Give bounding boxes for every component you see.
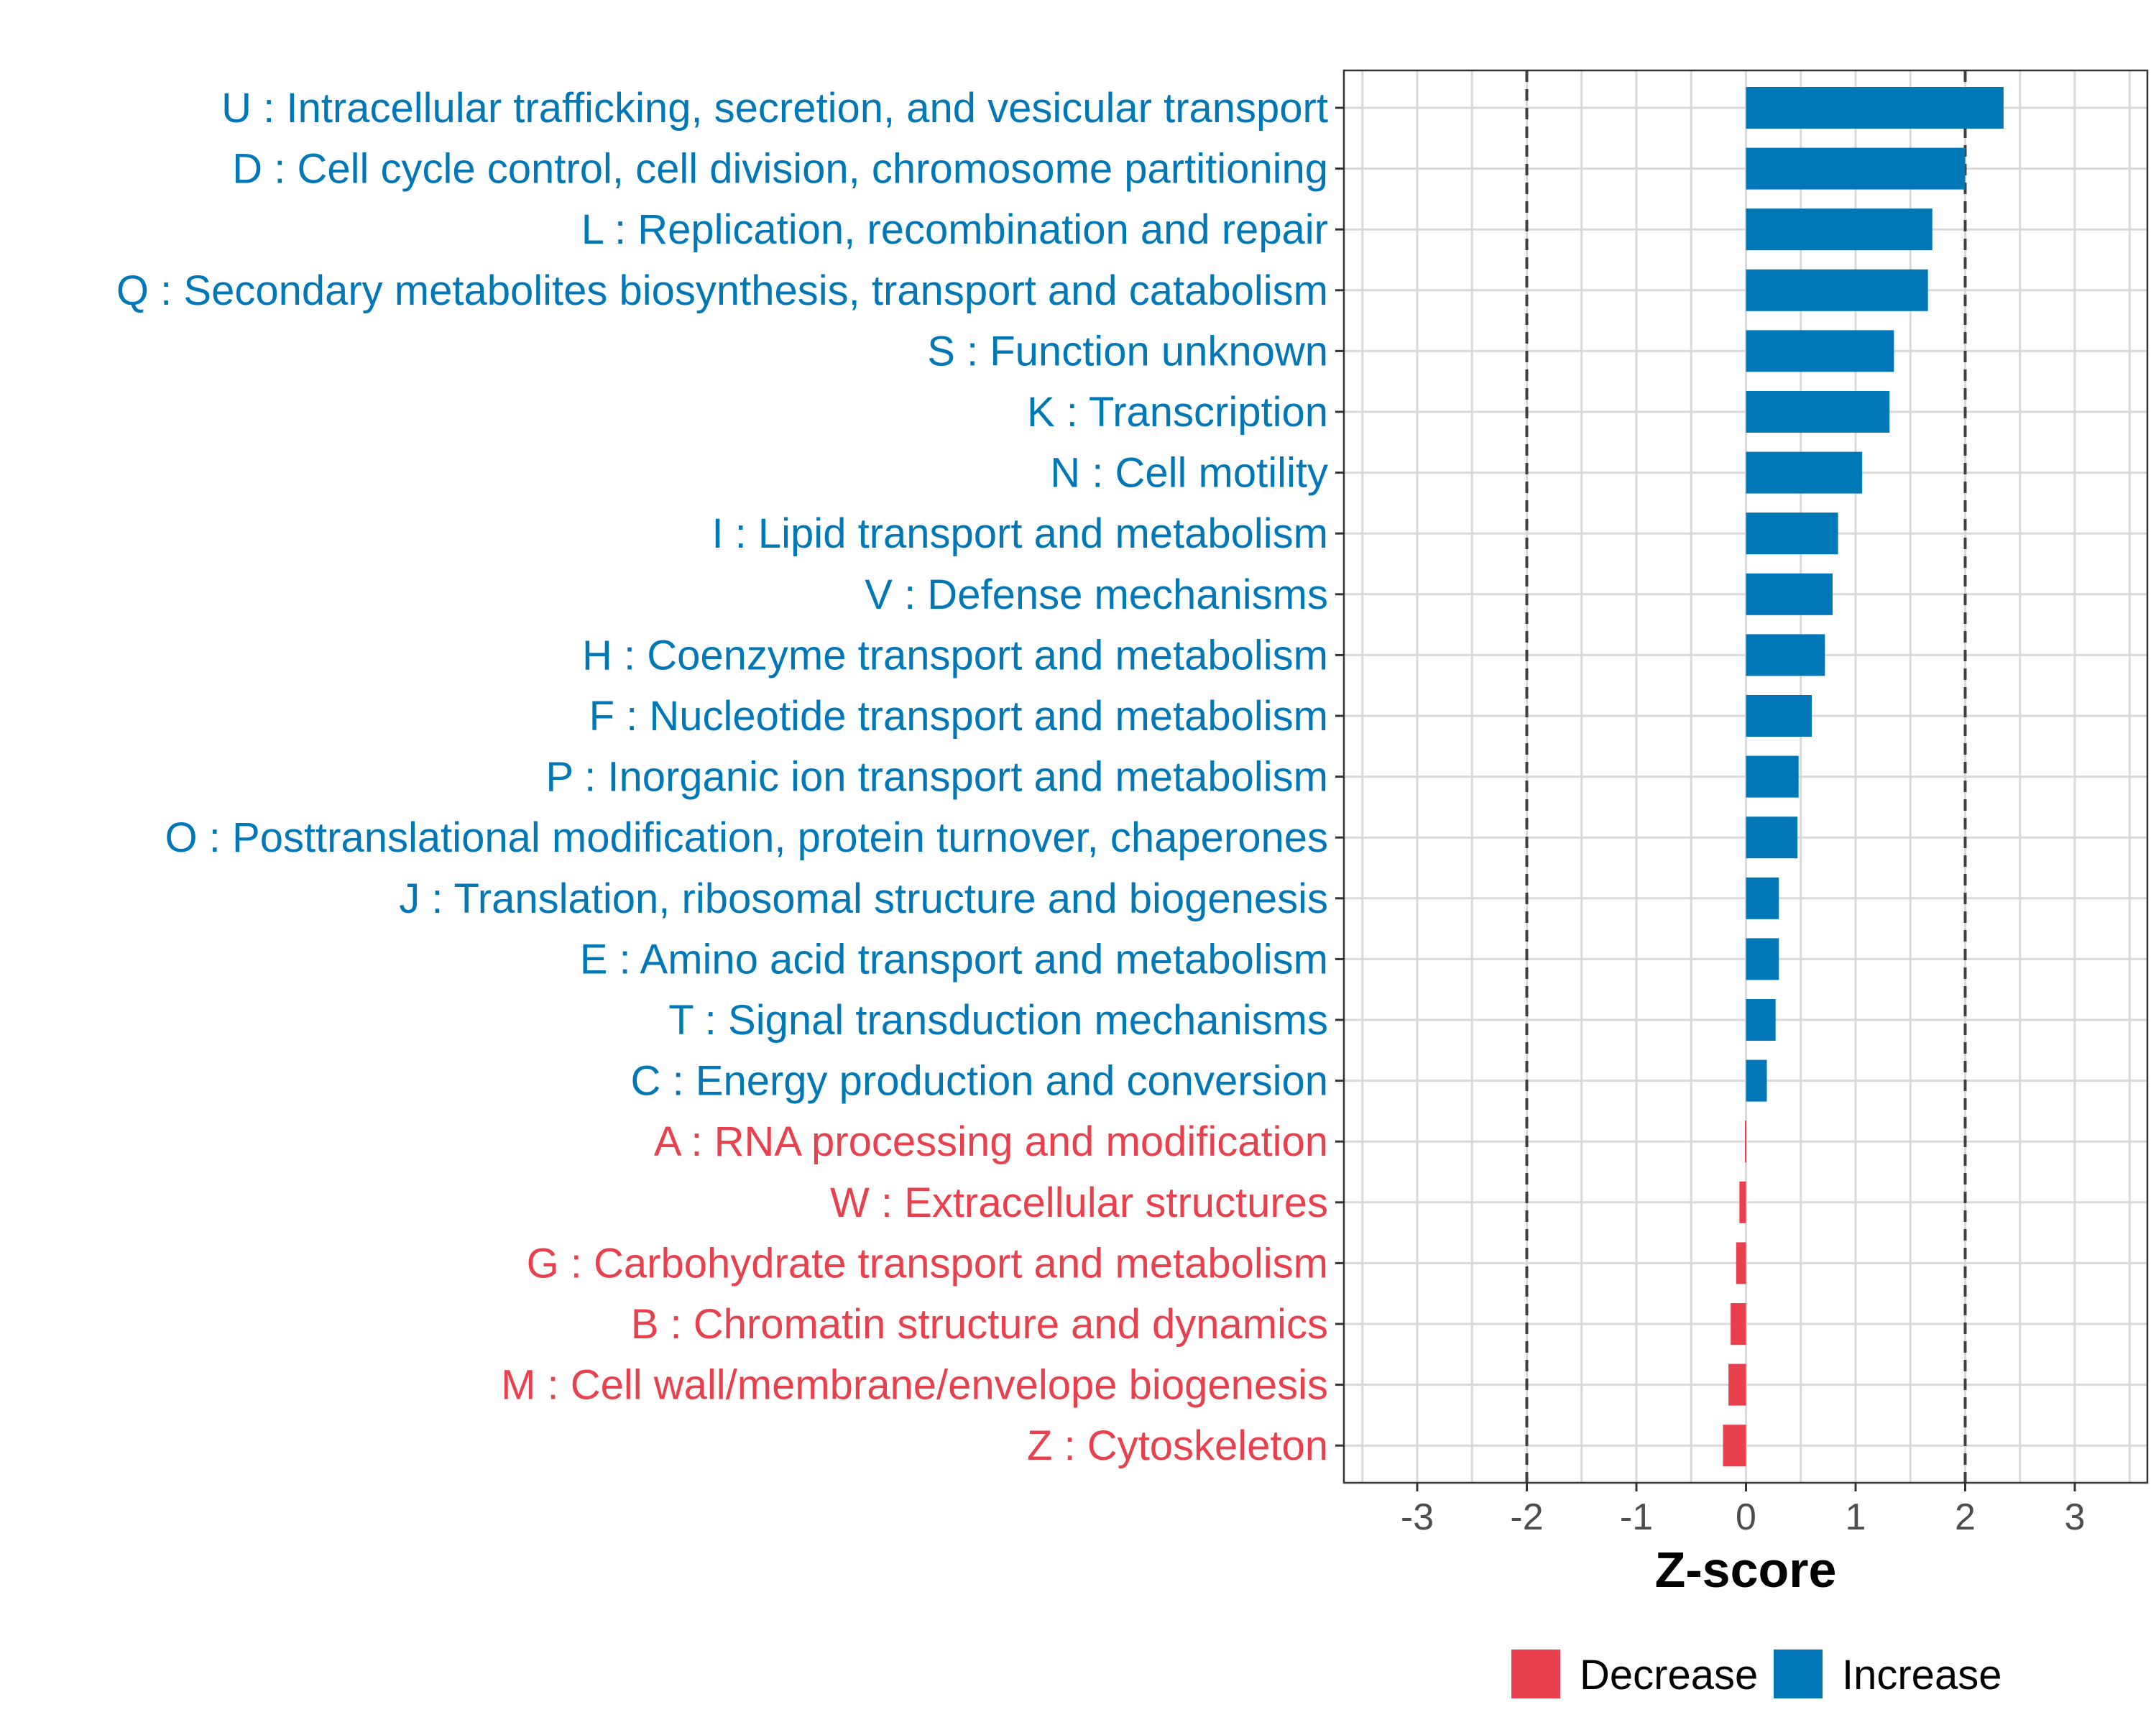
y-tick-label: O : Posttranslational modification, prot… (165, 814, 1328, 861)
x-axis-title: Z-score (1655, 1542, 1837, 1598)
x-tick-label: 2 (1955, 1496, 1976, 1538)
y-tick-label: F : Nucleotide transport and metabolism (589, 693, 1328, 740)
x-tick-label: 1 (1846, 1496, 1866, 1538)
legend-key (1511, 1650, 1560, 1698)
bar (1746, 391, 1890, 433)
y-tick-label: H : Coenzyme transport and metabolism (582, 632, 1328, 678)
y-tick-label: D : Cell cycle control, cell division, c… (232, 146, 1328, 193)
y-tick-label: K : Transcription (1027, 389, 1328, 436)
y-tick-label: C : Energy production and conversion (631, 1058, 1328, 1105)
legend-label: Increase (1842, 1652, 2001, 1698)
bar (1746, 208, 1932, 251)
bar (1723, 1425, 1746, 1467)
bar (1746, 512, 1838, 555)
bar (1746, 451, 1863, 494)
bar (1746, 330, 1894, 372)
legend-key (1774, 1650, 1823, 1698)
bar (1746, 634, 1825, 676)
y-tick-label: S : Function unknown (927, 328, 1328, 374)
bar (1728, 1363, 1746, 1406)
y-axis: U : Intracellular trafficking, secretion… (116, 85, 1344, 1469)
y-tick-label: U : Intracellular trafficking, secretion… (221, 85, 1328, 132)
y-tick-label: P : Inorganic ion transport and metaboli… (545, 754, 1328, 801)
bar (1746, 755, 1799, 798)
y-tick-label: E : Amino acid transport and metabolism (580, 936, 1328, 983)
bars (1723, 87, 2004, 1467)
y-tick-label: G : Carbohydrate transport and metabolis… (527, 1240, 1328, 1287)
bar (1746, 147, 1966, 190)
y-tick-label: W : Extracellular structures (830, 1179, 1328, 1226)
y-tick-label: M : Cell wall/membrane/envelope biogenes… (501, 1362, 1328, 1409)
x-tick-label: 0 (1736, 1496, 1756, 1538)
bar (1746, 1059, 1767, 1102)
bar (1746, 573, 1833, 615)
bar (1746, 938, 1779, 980)
y-tick-label: Q : Secondary metabolites biosynthesis, … (116, 267, 1328, 314)
x-tick-label: -2 (1510, 1496, 1543, 1538)
y-tick-label: J : Translation, ribosomal structure and… (399, 875, 1328, 922)
y-tick-label: T : Signal transduction mechanisms (668, 997, 1328, 1044)
y-tick-label: I : Lipid transport and metabolism (711, 510, 1328, 557)
bar (1739, 1181, 1746, 1223)
bar (1746, 999, 1776, 1041)
bar (1746, 695, 1812, 737)
y-tick-label: B : Chromatin structure and dynamics (631, 1301, 1328, 1348)
legend: Decrease Increase (1511, 1650, 2001, 1698)
bar (1731, 1303, 1746, 1345)
reference-lines (1525, 70, 1967, 1483)
legend-label: Decrease (1580, 1652, 1758, 1698)
y-tick-label: N : Cell motility (1050, 450, 1328, 497)
bar (1746, 877, 1779, 919)
bar (1736, 1242, 1746, 1284)
x-axis: -3 -2 -1 0 1 2 3 (1401, 1483, 2086, 1538)
y-tick-label: L : Replication, recombination and repai… (581, 206, 1328, 253)
x-tick-label: 3 (2065, 1496, 2086, 1538)
y-tick-label: V : Defense mechanisms (865, 571, 1328, 618)
y-tick-label: Z : Cytoskeleton (1027, 1422, 1328, 1469)
x-tick-label: -3 (1401, 1496, 1434, 1538)
bar (1746, 87, 2004, 129)
y-tick-label: A : RNA processing and modification (654, 1118, 1328, 1165)
x-tick-label: -1 (1620, 1496, 1653, 1538)
bar (1746, 816, 1798, 859)
bar (1746, 269, 1928, 311)
bar (1744, 1121, 1746, 1163)
